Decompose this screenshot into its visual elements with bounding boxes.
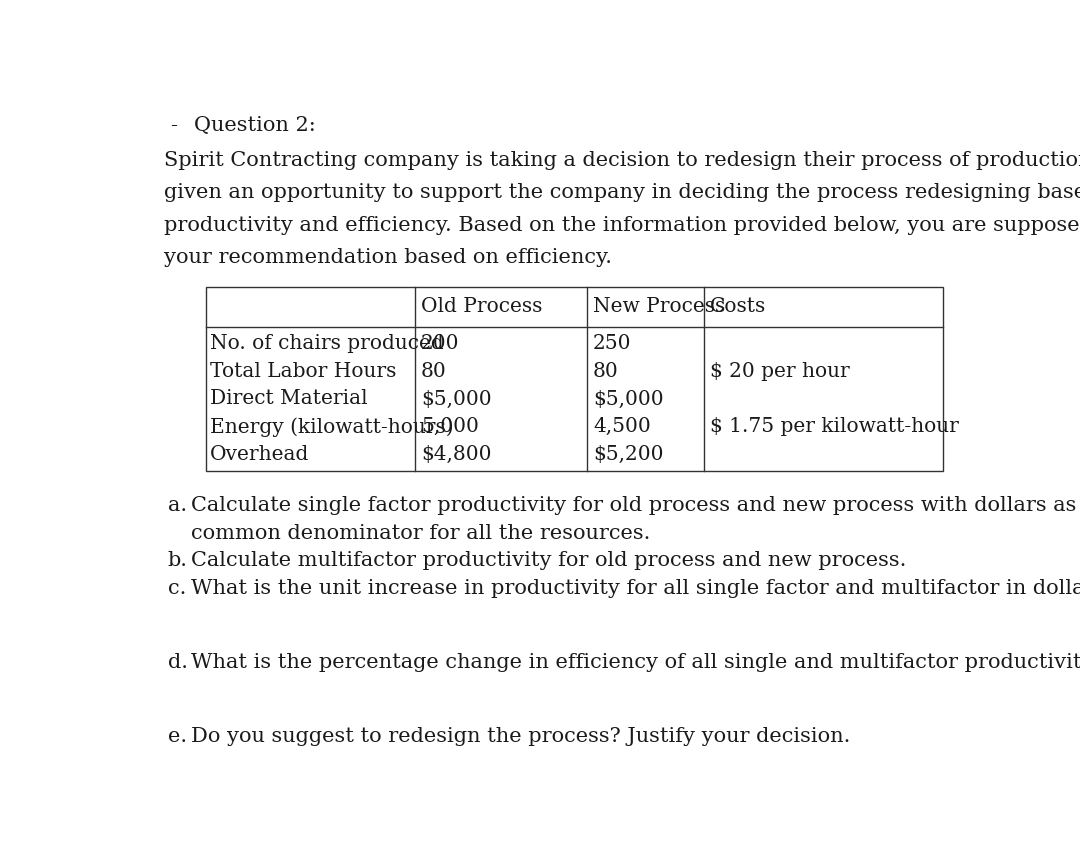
Text: Overhead: Overhead bbox=[211, 445, 310, 464]
Text: $5,000: $5,000 bbox=[593, 389, 663, 409]
Text: Direct Material: Direct Material bbox=[211, 389, 368, 409]
Text: d.: d. bbox=[167, 653, 188, 672]
Text: given an opportunity to support the company in deciding the process redesigning : given an opportunity to support the comp… bbox=[164, 183, 1080, 203]
Text: Total Labor Hours: Total Labor Hours bbox=[211, 362, 396, 381]
Text: 250: 250 bbox=[593, 334, 632, 353]
Text: your recommendation based on efficiency.: your recommendation based on efficiency. bbox=[164, 248, 612, 267]
Text: 5,000: 5,000 bbox=[421, 417, 478, 436]
Text: What is the unit increase in productivity for all single factor and multifactor : What is the unit increase in productivit… bbox=[191, 579, 1080, 598]
Text: New Process: New Process bbox=[593, 297, 726, 316]
Text: common denominator for all the resources.: common denominator for all the resources… bbox=[191, 524, 650, 543]
Text: 4,500: 4,500 bbox=[593, 417, 651, 436]
Text: 80: 80 bbox=[593, 362, 619, 381]
Text: Calculate multifactor productivity for old process and new process.: Calculate multifactor productivity for o… bbox=[191, 551, 906, 571]
Text: Costs: Costs bbox=[710, 297, 767, 316]
Text: Old Process: Old Process bbox=[421, 297, 542, 316]
Text: -: - bbox=[171, 115, 177, 135]
Text: $5,000: $5,000 bbox=[421, 389, 491, 409]
Text: Do you suggest to redesign the process? Justify your decision.: Do you suggest to redesign the process? … bbox=[191, 727, 850, 746]
Text: Spirit Contracting company is taking a decision to redesign their process of pro: Spirit Contracting company is taking a d… bbox=[164, 151, 1080, 170]
Text: Calculate single factor productivity for old process and new process with dollar: Calculate single factor productivity for… bbox=[191, 496, 1080, 515]
Text: No. of chairs produced: No. of chairs produced bbox=[211, 334, 444, 353]
Text: $ 20 per hour: $ 20 per hour bbox=[710, 362, 850, 381]
Text: What is the percentage change in efficiency of all single and multifactor produc: What is the percentage change in efficie… bbox=[191, 653, 1080, 672]
Text: c.: c. bbox=[167, 579, 186, 598]
Bar bbox=[205, 287, 943, 471]
Text: e.: e. bbox=[167, 727, 187, 746]
Text: 80: 80 bbox=[421, 362, 447, 381]
Text: Energy (kilowatt-hours): Energy (kilowatt-hours) bbox=[211, 417, 454, 437]
Text: 200: 200 bbox=[421, 334, 459, 353]
Text: Question 2:: Question 2: bbox=[194, 115, 315, 135]
Text: productivity and efficiency. Based on the information provided below, you are su: productivity and efficiency. Based on th… bbox=[164, 215, 1080, 235]
Text: $5,200: $5,200 bbox=[593, 445, 663, 464]
Text: b.: b. bbox=[167, 551, 188, 571]
Text: $ 1.75 per kilowatt-hour: $ 1.75 per kilowatt-hour bbox=[710, 417, 959, 436]
Text: $4,800: $4,800 bbox=[421, 445, 491, 464]
Text: a.: a. bbox=[167, 496, 187, 515]
